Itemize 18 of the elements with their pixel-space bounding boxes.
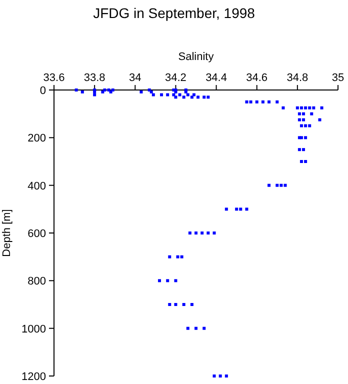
x-tick-label: 34.6	[246, 72, 268, 84]
y-axis-title: Depth [m]	[1, 209, 13, 257]
x-tick-label: 33.8	[84, 72, 106, 84]
y-tick-label: 400	[28, 180, 46, 192]
x-tick-label: 35	[332, 72, 344, 84]
y-tick-label: 600	[28, 228, 46, 240]
x-tick-label: 34.8	[286, 72, 308, 84]
y-tick-label: 200	[28, 132, 46, 145]
x-tick-label: 34	[129, 72, 142, 84]
y-tick-label: 800	[28, 276, 46, 288]
x-tick-label: 34.2	[165, 72, 186, 84]
y-tick-label: 1000	[22, 323, 46, 336]
x-axis-title: Salinity	[178, 51, 214, 63]
y-tick-label: 0	[40, 85, 46, 97]
chart-title: JFDG in September, 1998	[93, 5, 256, 21]
x-tick-label: 33.6	[43, 72, 65, 84]
y-tick-label: 1200	[22, 371, 46, 383]
x-tick-label: 34.4	[206, 72, 227, 84]
